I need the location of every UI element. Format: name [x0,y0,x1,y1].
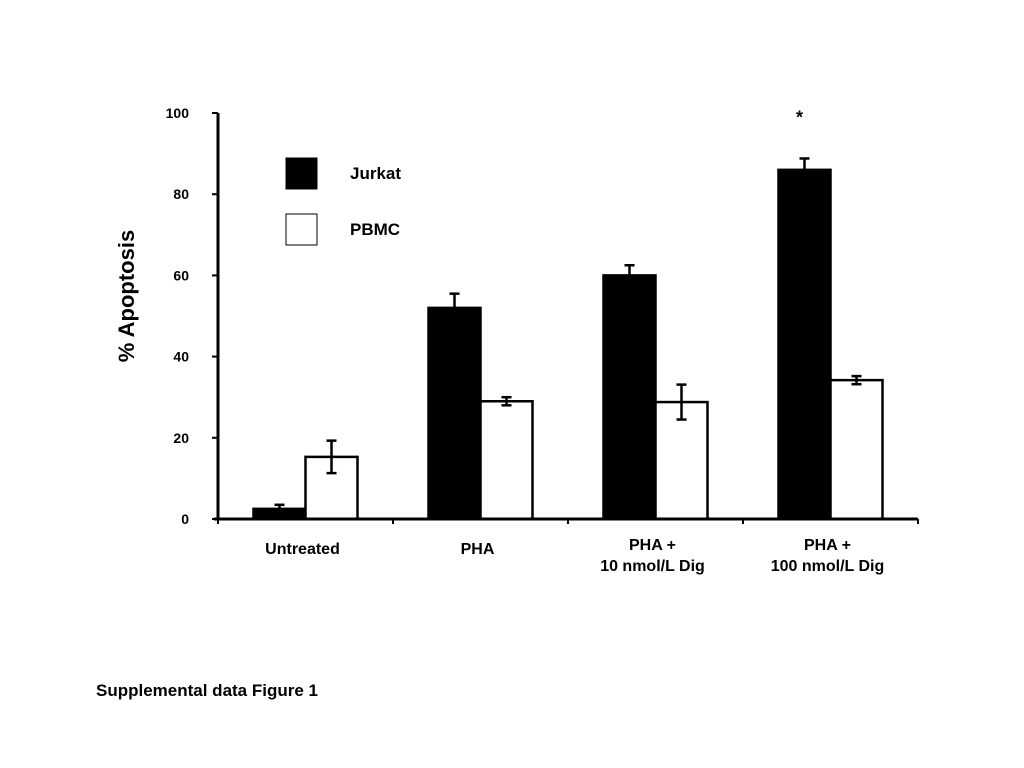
y-tick-label: 80 [173,186,189,202]
x-tick-label-line: PHA + [804,537,851,554]
y-tick-label: 100 [166,105,190,121]
x-tick-label: PHA + 10 nmol/L Dig [600,537,705,575]
y-tick-label: 40 [173,349,189,365]
figure-caption: Supplemental data Figure 1 [96,681,318,700]
legend-swatch-jurkat [285,157,318,190]
significance-asterisk: * [796,107,803,127]
y-tick-label: 0 [181,511,189,527]
x-tick-label: PHA [461,541,495,558]
x-tick-label: PHA + 100 nmol/L Dig [771,537,885,575]
bar-pbmc-1 [479,400,534,521]
bar-pbmc-2 [654,400,709,521]
x-tick-label-line: Untreated [265,541,340,558]
x-tick-label-line: PHA + [629,537,676,554]
x-tick-label-line: 100 nmol/L Dig [771,558,885,575]
bar-jurkat-2 [602,274,657,521]
bar-jurkat-1 [427,306,482,521]
x-tick-label-line: 10 nmol/L Dig [600,558,705,575]
legend-label-jurkat: Jurkat [350,164,401,183]
bar-jurkat-3 [777,168,832,521]
bar-pbmc-3 [829,378,884,521]
x-tick-label: Untreated [265,541,340,558]
y-tick-label: 60 [173,267,189,283]
y-tick-label: 20 [173,430,189,446]
legend-label-pbmc: PBMC [350,220,400,239]
y-axis-label: % Apoptosis [114,230,139,362]
legend-swatch-pbmc [285,213,318,246]
x-tick-label-line: PHA [461,541,495,558]
